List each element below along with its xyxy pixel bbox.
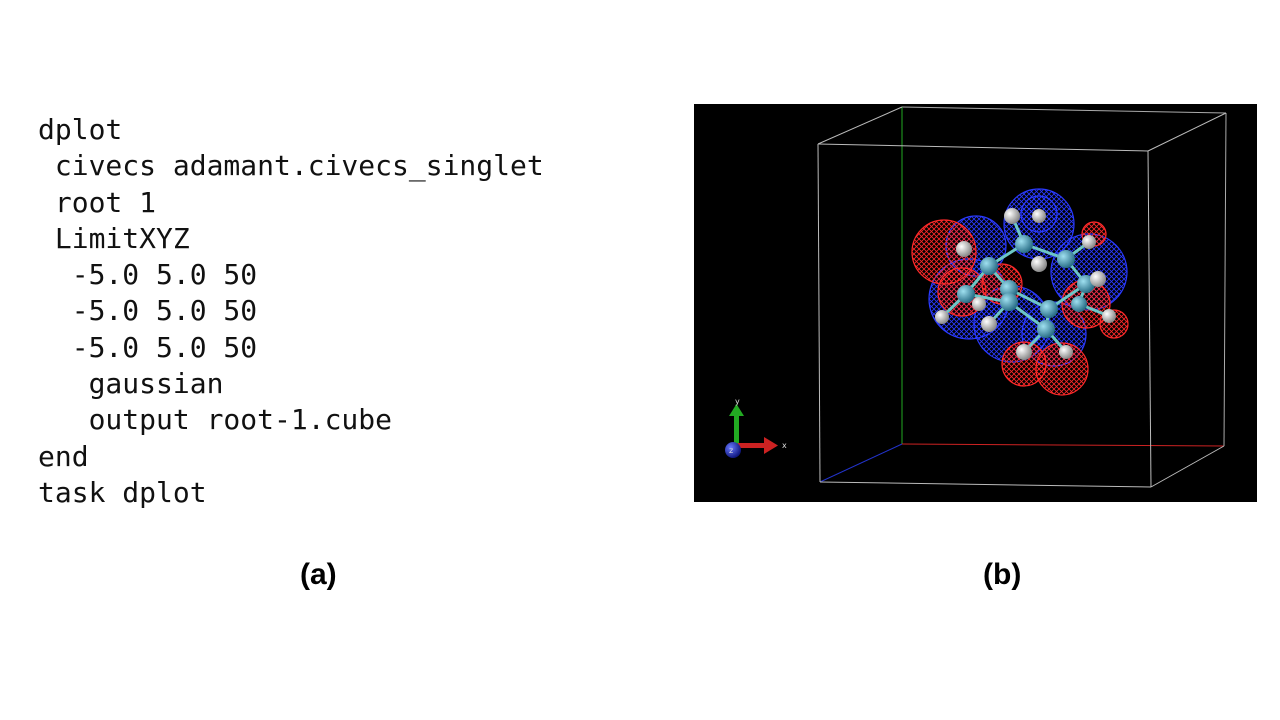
orbital-3d-viewer[interactable]: y x z — [694, 104, 1257, 502]
code-line: LimitXYZ — [38, 221, 190, 255]
x-axis-label: x — [782, 441, 787, 450]
code-line: -5.0 5.0 50 — [38, 258, 258, 292]
code-line: -5.0 5.0 50 — [38, 330, 258, 364]
code-line: gaussian — [38, 367, 224, 401]
y-axis-label: y — [735, 397, 740, 406]
panel-a-caption: (a) — [300, 558, 337, 591]
code-line: output root-1.cube — [38, 403, 393, 437]
hydrogen-atoms — [935, 208, 1116, 360]
y-axis-arrow — [734, 414, 739, 444]
code-line: civecs adamant.civecs_singlet — [38, 149, 544, 183]
carbon-atoms — [957, 235, 1095, 338]
orbital-render: y x z — [725, 106, 1227, 488]
bounding-box — [817, 106, 1227, 488]
code-line: task dplot — [38, 475, 207, 509]
code-line: end — [38, 439, 89, 473]
nwchem-input-code: dplot civecs adamant.civecs_singlet root… — [38, 112, 544, 511]
x-axis-arrow — [738, 443, 766, 448]
axis-triad: y x z — [725, 397, 787, 458]
code-line: -5.0 5.0 50 — [38, 294, 258, 328]
orbital-lobes — [911, 188, 1129, 396]
code-line: root 1 — [38, 185, 157, 219]
panel-b-caption: (b) — [983, 558, 1022, 591]
code-line: dplot — [38, 113, 123, 146]
z-axis-ball — [725, 442, 741, 458]
z-axis-label: z — [729, 446, 733, 455]
